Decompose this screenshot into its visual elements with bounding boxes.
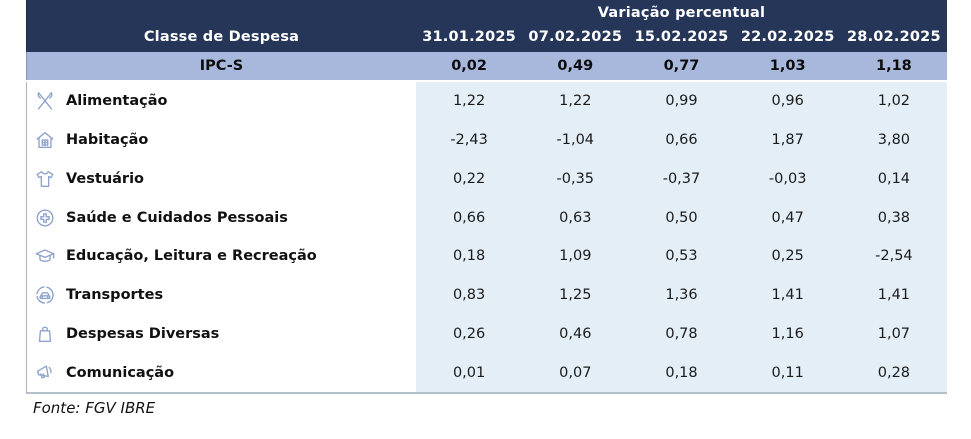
variation-value: 1,02 — [840, 82, 947, 121]
variation-value: 1,07 — [840, 314, 947, 354]
variation-value: 0,96 — [734, 82, 841, 121]
variation-value: 1,16 — [734, 314, 841, 354]
variation-value: 0,26 — [416, 314, 523, 354]
variation-header-row: Variação percentual — [27, 0, 947, 22]
graduation-cap-icon — [34, 245, 56, 267]
variation-value: -0,35 — [522, 159, 629, 199]
variation-value: 0,78 — [628, 314, 735, 354]
variation-value: 0,14 — [840, 159, 947, 199]
variation-percent-header: Variação percentual — [597, 5, 766, 21]
table-row: Alimentação 1,22 1,22 0,99 0,96 1,02 — [27, 82, 947, 121]
ipcs-row-label: IPC-S — [199, 58, 244, 74]
variation-value: -2,54 — [840, 237, 947, 276]
expense-class-label: Habitação — [66, 132, 149, 149]
ipcs-summary-row: IPC-S 0,02 0,49 0,77 1,03 1,18 — [26, 52, 947, 80]
variation-value: 1,41 — [840, 275, 947, 315]
variation-value: 0,46 — [522, 314, 629, 354]
megaphone-icon — [34, 362, 56, 384]
variation-value: 0,22 — [416, 159, 523, 199]
expense-class-label: Despesas Diversas — [66, 325, 220, 342]
expense-class-label: Transportes — [66, 287, 164, 304]
variation-value: 1,41 — [734, 275, 841, 315]
source-note: Fonte: FGV IBRE — [33, 399, 156, 417]
variation-value: 0,18 — [416, 237, 523, 276]
expense-class-label-cell: Vestuário — [27, 159, 416, 199]
car-icon — [34, 284, 56, 306]
variation-value: -0,03 — [734, 159, 841, 199]
ipcs-variation-table: Variação percentual Classe de Despesa 31… — [26, 0, 947, 394]
expense-class-label: Saúde e Cuidados Pessoais — [66, 209, 288, 226]
date-column-header: 28.02.2025 — [847, 29, 941, 45]
variation-value: 1,25 — [522, 275, 629, 315]
ipcs-value: 1,18 — [876, 58, 912, 74]
ipcs-value: 0,02 — [451, 58, 487, 74]
date-header-row: Classe de Despesa 31.01.2025 07.02.2025 15… — [27, 22, 947, 52]
variation-value: 0,25 — [734, 237, 841, 276]
medical-cross-icon — [34, 207, 56, 229]
variation-value: -1,04 — [522, 120, 629, 160]
expense-class-label-cell: Despesas Diversas — [27, 314, 416, 354]
variation-value: 1,09 — [522, 237, 629, 276]
variation-value: 1,87 — [734, 120, 841, 160]
ipcs-value: 1,03 — [769, 58, 806, 74]
expense-class-label-cell: Saúde e Cuidados Pessoais — [27, 198, 416, 237]
tshirt-icon — [34, 168, 56, 190]
variation-value: 0,11 — [734, 353, 841, 392]
table-body: Alimentação 1,22 1,22 0,99 0,96 1,02 Habitação… — [26, 82, 947, 394]
expense-class-label-cell: Habitação — [27, 120, 416, 160]
ipcs-value: 0,77 — [663, 58, 700, 74]
variation-value: 0,28 — [840, 353, 947, 392]
expense-class-label-cell: Comunicação — [27, 353, 416, 392]
table-row: Transportes 0,83 1,25 1,36 1,41 1,41 — [27, 275, 947, 315]
expense-class-label-cell: Educação, Leitura e Recreação — [27, 237, 416, 276]
variation-value: 0,47 — [734, 198, 841, 237]
table-row: Vestuário 0,22 -0,35 -0,37 -0,03 0,14 — [27, 159, 947, 199]
expense-class-label-cell: Transportes — [27, 275, 416, 315]
expense-class-label: Alimentação — [66, 93, 168, 110]
variation-value: 1,22 — [416, 82, 523, 121]
variation-value: 0,63 — [522, 198, 629, 237]
variation-value: 0,50 — [628, 198, 735, 237]
expense-class-header: Classe de Despesa — [143, 29, 300, 45]
variation-value: 1,22 — [522, 82, 629, 121]
house-icon — [34, 129, 56, 151]
variation-value: 0,83 — [416, 275, 523, 315]
variation-value: 0,38 — [840, 198, 947, 237]
table-row: Comunicação 0,01 0,07 0,18 0,11 0,28 — [27, 353, 947, 392]
ipcs-value: 0,49 — [557, 58, 594, 74]
variation-value: -2,43 — [416, 120, 523, 160]
variation-value: 0,66 — [416, 198, 523, 237]
date-column-header: 22.02.2025 — [740, 29, 835, 45]
table-row: Educação, Leitura e Recreação 0,18 1,09 0,5… — [27, 237, 947, 276]
expense-class-label: Vestuário — [66, 170, 145, 187]
shopping-bag-icon — [34, 323, 56, 345]
variation-value: 0,53 — [628, 237, 735, 276]
variation-value: 0,18 — [628, 353, 735, 392]
date-column-header: 15.02.2025 — [634, 29, 729, 45]
table-row: Habitação -2,43 -1,04 0,66 1,87 3,80 — [27, 120, 947, 160]
variation-value: 0,66 — [628, 120, 735, 160]
expense-class-label: Comunicação — [66, 364, 175, 381]
variation-value: 0,99 — [628, 82, 735, 121]
date-column-header: 07.02.2025 — [528, 29, 623, 45]
variation-value: -0,37 — [628, 159, 735, 199]
variation-value: 0,07 — [522, 353, 629, 392]
variation-value: 1,36 — [628, 275, 735, 315]
date-column-header: 31.01.2025 — [422, 29, 516, 45]
variation-value: 0,01 — [416, 353, 523, 392]
table-row: Saúde e Cuidados Pessoais 0,66 0,63 0,50 0,4… — [27, 198, 947, 237]
expense-class-label-cell: Alimentação — [27, 82, 416, 121]
table-header: Variação percentual Classe de Despesa 31… — [26, 0, 947, 52]
cutlery-icon — [34, 90, 56, 112]
variation-value: 3,80 — [840, 120, 947, 160]
table-row: Despesas Diversas 0,26 0,46 0,78 1,16 1,07 — [27, 314, 947, 354]
expense-class-label: Educação, Leitura e Recreação — [66, 248, 317, 265]
